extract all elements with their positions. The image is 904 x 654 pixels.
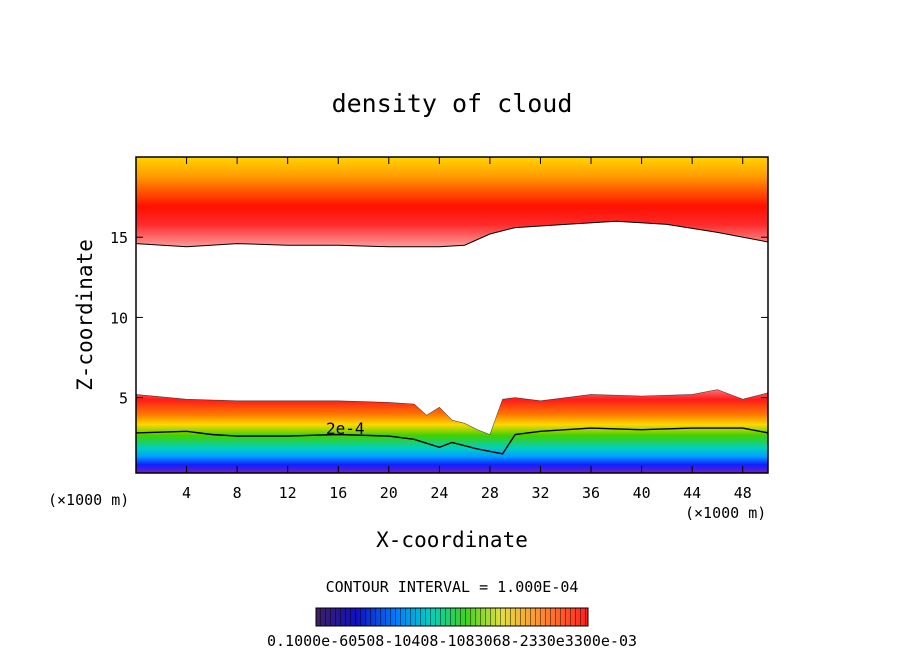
lower-layer-edge-contour: [136, 389, 768, 435]
x-unit-right: (×1000 m): [685, 504, 766, 522]
x-tick-label: 40: [633, 484, 651, 502]
y-axis-label: Z-coordinate: [73, 239, 97, 391]
x-unit-left: (×1000 m): [48, 491, 129, 509]
x-tick-label: 44: [683, 484, 701, 502]
plot-frame: [135, 156, 769, 474]
y-tick-label: 10: [110, 309, 128, 327]
upper-layer-edge-contour: [136, 220, 768, 248]
x-tick-label: 24: [430, 484, 448, 502]
lower-cloud-layer: [136, 389, 768, 473]
colorbar: [315, 607, 589, 627]
x-tick-label: 12: [279, 484, 297, 502]
x-tick-label: 20: [380, 484, 398, 502]
x-tick-label: 28: [481, 484, 499, 502]
y-axis: 5 10 15: [110, 229, 768, 408]
x-axis: 4 8 12 16 20 24 28 32 36 40 44 48: [182, 157, 752, 502]
y-tick-label: 5: [119, 390, 128, 408]
plot-area: 2e-4: [136, 157, 768, 473]
x-axis-label: X-coordinate: [376, 528, 528, 552]
colorbar-labels: 0.1000e-60508-10408-1083068-2330e3300e-0…: [267, 632, 637, 650]
y-tick-label: 15: [110, 229, 128, 247]
contour-line-2e-4: [136, 427, 768, 455]
chart-title: density of cloud: [332, 89, 573, 118]
colorbar-stripes: [316, 608, 588, 626]
upper-cloud-layer: [136, 157, 768, 247]
x-tick-label: 32: [531, 484, 549, 502]
x-tick-label: 36: [582, 484, 600, 502]
colorbar-frame: [315, 607, 589, 627]
x-tick-label: 16: [329, 484, 347, 502]
x-tick-label: 4: [182, 484, 191, 502]
contour-interval-text: CONTOUR INTERVAL = 1.000E-04: [326, 578, 579, 596]
contour-label: 2e-4: [326, 419, 365, 438]
x-tick-label: 8: [233, 484, 242, 502]
x-tick-label: 48: [734, 484, 752, 502]
